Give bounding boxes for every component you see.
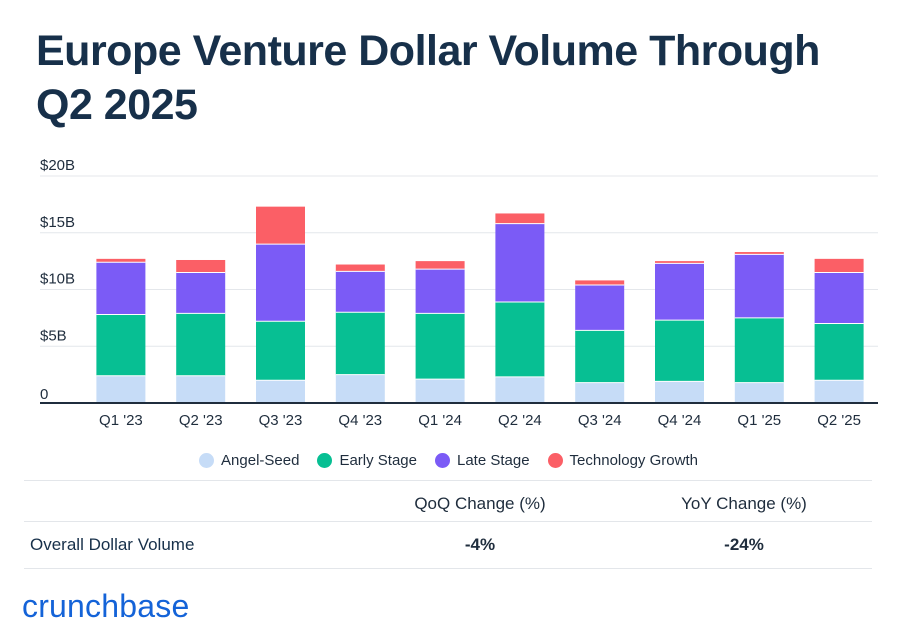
bar-segment [575,280,625,285]
x-tick-label: Q2 '24 [498,412,542,429]
x-tick-label: Q3 '24 [578,412,622,429]
yoy-header: YoY Change (%) [681,494,807,513]
bar-segment [335,271,385,313]
bar-segment [814,323,864,381]
bar-segment [415,261,465,270]
bar-segment [655,261,704,264]
bar-segment [734,252,784,255]
qoq-header: QoQ Change (%) [414,494,546,513]
x-tick-label: Q4 '23 [338,412,382,429]
bar-segment [96,375,146,403]
bar-segment [814,272,864,324]
legend-item-angel-seed: Angel-Seed [199,452,299,469]
legend-label: Technology Growth [569,452,698,469]
bar-segment [176,259,226,273]
bar-segment [256,244,305,322]
bar-segment [256,206,305,245]
bar-segment [176,272,226,314]
x-tick-label: Q4 '24 [658,412,702,429]
bar-segment [415,269,465,314]
legend-swatch [434,453,450,468]
x-tick-label: Q2 '23 [179,412,223,429]
bar-segment [655,320,704,382]
change-table-row: Overall Dollar Volume -4% -24% [24,521,872,569]
stacked-bar-chart: 0 $5B $10B $15B $20B Q1 '23 Q2 '23 Q3 '23 Q4 '2… [40,157,878,429]
x-tick-label: Q1 '24 [418,412,462,429]
bar-segment [256,380,305,403]
bar-segment [256,321,305,381]
legend-item-technology-growth: Technology Growth [547,452,698,469]
legend-label: Early Stage [339,452,417,469]
y-tick-label: $5B [40,327,67,344]
legend-swatch [547,453,563,468]
bar-segment [655,263,704,321]
x-tick-label: Q1 '23 [99,412,143,429]
legend-swatch [317,453,333,468]
bar-segment [335,312,385,375]
y-tick-label: 0 [40,386,48,403]
bar-segment [734,254,784,318]
bar-segment [814,258,864,273]
bar-segment [495,223,545,302]
bar-segment [655,381,704,403]
bar-segment [575,382,625,403]
y-tick-label: $15B [40,214,75,231]
bar-segment [415,379,465,403]
legend-swatch [199,453,215,468]
bar-segment [96,258,146,263]
qoq-value: -4% [464,535,496,554]
bar-segment [176,375,226,403]
bar-segment [495,301,545,377]
change-table: QoQ Change (%) YoY Change (%) Overall Do… [24,480,872,569]
bar-segment [814,380,864,403]
legend-label: Late Stage [456,452,530,469]
bar-segment [734,382,784,403]
crunchbase-logo: crunchbase [22,588,190,624]
bar-segment [734,317,784,383]
x-tick-label: Q2 '25 [817,412,861,429]
row-label: Overall Dollar Volume [30,535,195,554]
bar-segment [575,330,625,383]
legend-item-late-stage: Late Stage [434,452,530,469]
legend-item-early-stage: Early Stage [317,452,417,469]
bar-segment [335,374,385,403]
bar-segment [575,284,625,331]
bar-segment [495,213,545,224]
legend-label: Angel-Seed [221,452,300,469]
bar-segment [495,376,545,403]
chart-title: Europe Venture Dollar Volume Through Q2 … [36,27,820,129]
bar-segment [96,262,146,315]
change-table-header: QoQ Change (%) YoY Change (%) [24,480,872,521]
bar-segment [415,313,465,380]
x-tick-label: Q1 '25 [737,412,781,429]
bar-segment [335,264,385,272]
y-tick-label: $20B [40,157,75,174]
chart-legend: Angel-Seed Early Stage Late Stage Techno… [0,452,897,469]
bar-segment [96,314,146,376]
bar-segment [176,313,226,376]
yoy-value: -24% [724,535,764,554]
y-tick-label: $10B [40,271,75,288]
x-tick-label: Q3 '23 [259,412,303,429]
